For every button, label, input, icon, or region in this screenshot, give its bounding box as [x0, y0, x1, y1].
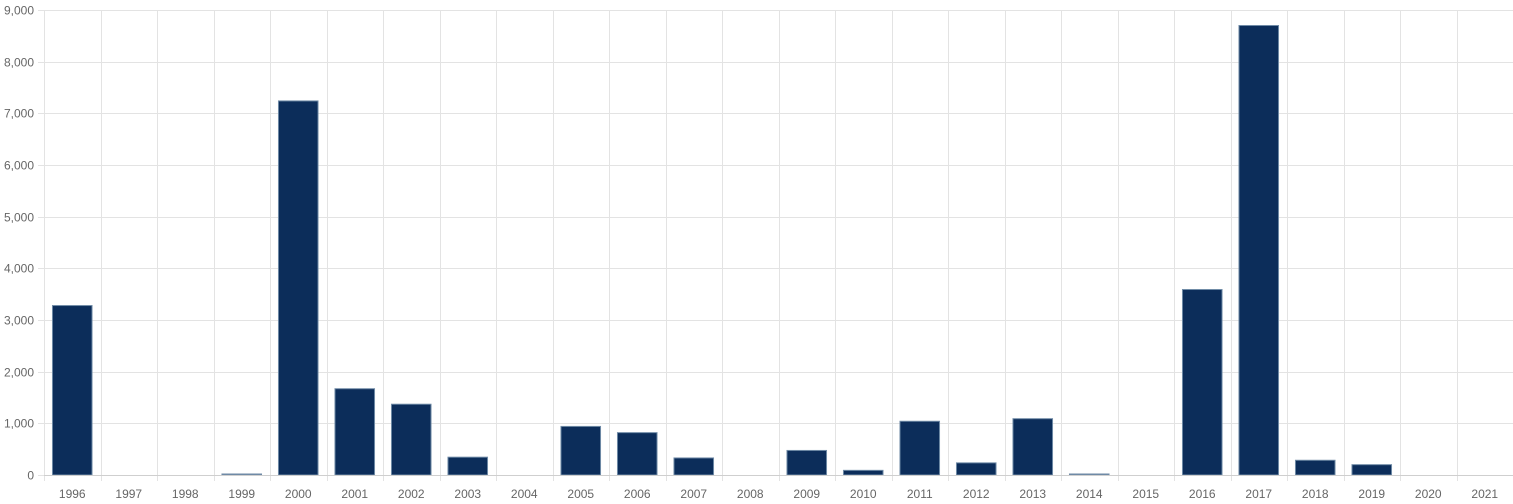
y-tick-label: 8,000: [4, 56, 34, 70]
x-tick-label: 2002: [398, 487, 425, 501]
y-tick-label: 3,000: [4, 314, 34, 328]
y-tick-label: 1,000: [4, 417, 34, 431]
bar-2017[interactable]: [1238, 25, 1280, 476]
x-tick-label: 2010: [850, 487, 877, 501]
bar-2009[interactable]: [786, 449, 828, 476]
bar-2012[interactable]: [955, 462, 997, 476]
x-tick-label: 1996: [59, 487, 86, 501]
y-tick-label: 4,000: [4, 262, 34, 276]
bar-2010[interactable]: [842, 469, 884, 476]
bar-2016[interactable]: [1181, 289, 1223, 476]
x-tick-label: 2007: [680, 487, 707, 501]
y-tick-label: 2,000: [4, 366, 34, 380]
y-tick-label: 0: [27, 469, 34, 483]
x-tick-label: 2020: [1415, 487, 1442, 501]
y-tick-label: 5,000: [4, 211, 34, 225]
x-tick-label: 2004: [511, 487, 538, 501]
x-tick-label: 2006: [624, 487, 651, 501]
bar-2007[interactable]: [673, 457, 715, 476]
x-tick-label: 2003: [454, 487, 481, 501]
x-tick-label: 2008: [737, 487, 764, 501]
x-tick-label: 1997: [115, 487, 142, 501]
x-tick-label: 2001: [341, 487, 368, 501]
x-tick-label: 2021: [1471, 487, 1498, 501]
bar-2006[interactable]: [616, 432, 658, 476]
bar-2005[interactable]: [560, 425, 602, 476]
grid-layer: [38, 10, 1513, 481]
axis-layer: 0 1,000 2,000 3,000 4,000 5,000 6,000 7,000 8,00…: [4, 4, 1513, 501]
bar-2000[interactable]: [277, 100, 319, 476]
x-tick-label: 2000: [285, 487, 312, 501]
bar-2013[interactable]: [1012, 418, 1054, 476]
x-tick-label: 1999: [228, 487, 255, 501]
bar-2001[interactable]: [334, 388, 376, 476]
bar-2014[interactable]: [1068, 473, 1110, 476]
x-tick-label: 2019: [1358, 487, 1385, 501]
bar-2011[interactable]: [899, 420, 941, 476]
x-tick-label: 2011: [907, 487, 933, 501]
x-tick-label: 2005: [567, 487, 594, 501]
x-tick-label: 2017: [1245, 487, 1272, 501]
y-tick-label: 9,000: [4, 4, 34, 18]
y-tick-label: 7,000: [4, 107, 34, 121]
x-tick-label: 2013: [1019, 487, 1046, 501]
x-tick-label: 2015: [1132, 487, 1159, 501]
bar-2002[interactable]: [390, 403, 432, 476]
bar-1999[interactable]: [221, 473, 263, 476]
x-tick-label: 1998: [172, 487, 199, 501]
x-tick-label: 2018: [1302, 487, 1329, 501]
x-tick-label: 2014: [1076, 487, 1103, 501]
x-tick-label: 2009: [793, 487, 820, 501]
bar-2003[interactable]: [447, 456, 489, 476]
x-tick-label: 2012: [963, 487, 990, 501]
bar-2019[interactable]: [1351, 464, 1393, 476]
bar-2018[interactable]: [1294, 459, 1336, 476]
x-tick-label: 2016: [1189, 487, 1216, 501]
y-tick-label: 6,000: [4, 159, 34, 173]
bars-layer: [51, 25, 1393, 476]
bar-1996[interactable]: [51, 305, 93, 476]
